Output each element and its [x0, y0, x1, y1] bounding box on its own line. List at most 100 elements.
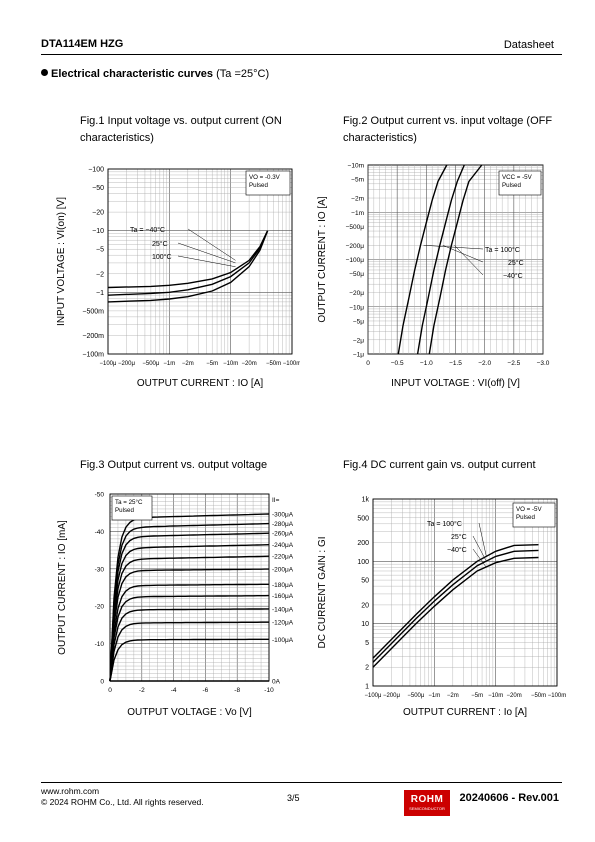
fig2-x-tick: 0	[366, 360, 370, 367]
fig2-y-tick: −100μ	[346, 257, 365, 264]
fig2-x-tick: −0.5	[391, 360, 404, 367]
fig1-frame	[107, 168, 293, 355]
fig2-y-tick: −1μ	[353, 352, 364, 359]
fig3-y-tick: -40	[95, 529, 105, 536]
footer-left: www.rohm.com © 2024 ROHM Co., Ltd. All r…	[41, 786, 204, 808]
fig4-series-2	[372, 556, 539, 668]
fig1-x-tick: −1m	[163, 361, 175, 367]
fig2-y-tick: −2m	[351, 196, 364, 203]
fig4-y-tick: 100	[357, 559, 369, 566]
fig2-y-tick: −200μ	[346, 243, 365, 250]
fig2-y-tick: −20μ	[349, 290, 364, 297]
section-title: Electrical characteristic curves (Ta =25…	[41, 68, 269, 80]
fig1-condition-text: VO = -0.3V	[249, 174, 281, 181]
fig4-y-tick: 10	[361, 621, 369, 628]
fig1-y-tick: −200m	[82, 333, 104, 340]
section-title-text: Electrical characteristic curves	[51, 68, 214, 80]
fig1-x-tick: −50m	[266, 361, 281, 367]
fig2-legend-1: 25°C	[508, 259, 524, 267]
fig3-y-tick: -50	[95, 492, 105, 499]
fig4-series-0	[372, 544, 539, 659]
fig2-condition-box	[498, 170, 542, 196]
fig2-series-1	[416, 164, 465, 355]
fig3-y-label: OUTPUT CURRENT : IO [mA]	[57, 520, 68, 655]
fig1-series-2	[107, 230, 269, 303]
fig3-series-3	[109, 544, 270, 682]
fig3-condition-text: Ta = 25°C	[115, 499, 143, 506]
fig4-plot-area	[373, 499, 557, 686]
fig1-legend-leader-1	[177, 242, 236, 264]
fig1-y-tick: −500m	[82, 308, 104, 315]
fig2-legend-0: Ta = 100°C	[485, 246, 520, 254]
fig3-series-7	[109, 594, 270, 682]
logo-text: ROHM	[410, 794, 444, 805]
fig4-legend-leader-2	[472, 548, 487, 568]
fig1-x-tick: −2m	[182, 361, 194, 367]
fig1-x-tick: −200μ	[118, 361, 136, 367]
fig2-chart: 0 −0.5 −1.0 −1.5 −2.0 −2.5 −3.0 −1μ −2μ −5μ −10μ −2…	[317, 163, 550, 390]
fig3-curve-label-3: -240μA	[272, 542, 294, 549]
fig1-y-tick: −2	[96, 271, 104, 278]
fig1-x-tick: −20m	[242, 361, 257, 367]
fig3-param-label: II=	[272, 497, 280, 504]
fig1-x-tick: −500μ	[142, 361, 160, 367]
fig3-curve-label-7: -160μA	[272, 593, 294, 600]
fig3-x-label: OUTPUT VOLTAGE : Vo [V]	[127, 707, 252, 718]
logo-subtext: SEMICONDUCTOR	[409, 806, 445, 811]
fig2-x-tick: −2.0	[478, 360, 491, 367]
fig1-legend-1: 25°C	[152, 240, 168, 248]
fig3-series-9	[109, 621, 269, 682]
fig3-curve-label-4: -220μA	[272, 554, 294, 561]
fig1-series-1	[107, 230, 269, 296]
product-name: DTA114EM HZG	[41, 38, 124, 50]
fig1-condition-text: Pulsed	[249, 182, 268, 189]
fig1-y-tick: −100m	[82, 352, 104, 359]
fig3-condition-text: Pulsed	[115, 507, 134, 514]
fig4-legend-2: −40°C	[447, 546, 467, 554]
fig3-curve-label-10: -100μA	[272, 637, 294, 644]
fig1-legend-0: Ta = −40°C	[130, 226, 165, 234]
fig4-x-tick: −50m	[531, 693, 546, 699]
rohm-logo: ROHM SEMICONDUCTOR	[404, 790, 450, 816]
fig4-x-label: OUTPUT CURRENT : Io [A]	[403, 707, 527, 718]
revision: 20240606 - Rev.001	[459, 792, 560, 804]
fig3-y-tick: -20	[95, 604, 105, 611]
fig2-legend-leader-1	[442, 245, 484, 263]
fig2-y-label: OUTPUT CURRENT : IO [A]	[317, 196, 328, 323]
fig3-curve-label-8: -140μA	[272, 606, 294, 613]
fig4-x-tick: −500μ	[407, 693, 425, 699]
fig4-y-tick: 1	[365, 684, 369, 691]
fig2-y-tick: −10m	[348, 163, 364, 170]
fig4-legend-leader-1	[472, 535, 487, 561]
fig4-legend-1: 25°C	[451, 533, 467, 541]
fig1-y-tick: −100	[88, 167, 104, 174]
fig1-legend-leader-0	[187, 228, 236, 261]
fig2-condition-text: Pulsed	[502, 182, 521, 189]
fig4-frame	[372, 498, 558, 687]
fig2-x-tick: −2.5	[507, 360, 520, 367]
fig3-series-6	[109, 583, 269, 682]
fig4-x-tick: −10m	[488, 693, 503, 699]
fig3-x-tick: 0	[108, 687, 112, 694]
fig2-legend-leader-2	[454, 245, 484, 276]
fig1-legend-2: 100°C	[152, 253, 172, 261]
header-divider	[41, 54, 562, 55]
fig3-series-5	[109, 568, 269, 682]
section-condition: (Ta =25°C)	[216, 68, 270, 80]
fig1-y-label: INPUT VOLTAGE : VI(on) [V]	[56, 197, 67, 326]
fig1-title: Fig.1 Input voltage vs. output current (…	[80, 115, 282, 144]
fig3-y-tick: -10	[95, 641, 105, 648]
fig2-legend-leader-0	[423, 245, 484, 250]
fig1-y-tick: −20	[92, 210, 104, 217]
fig2-legend-2: −40°C	[503, 272, 523, 280]
website-link[interactable]: www.rohm.com	[41, 786, 100, 796]
fig1-chart: −100μ −200μ −500μ −1m −2m −5m −10m −20m −50m −100…	[56, 167, 300, 390]
fig1-y-tick: −5	[96, 247, 104, 254]
fig3-curve-label-1: -280μA	[272, 521, 294, 528]
fig3-curve-label-0: -300μA	[272, 512, 294, 519]
fig4-y-tick: 200	[357, 540, 369, 547]
fig3-curve-label-5: -200μA	[272, 567, 294, 574]
fig1-plot-area	[108, 169, 292, 354]
fig4-y-label: DC CURRENT GAIN : GI	[317, 536, 328, 648]
footer-divider	[41, 782, 562, 783]
